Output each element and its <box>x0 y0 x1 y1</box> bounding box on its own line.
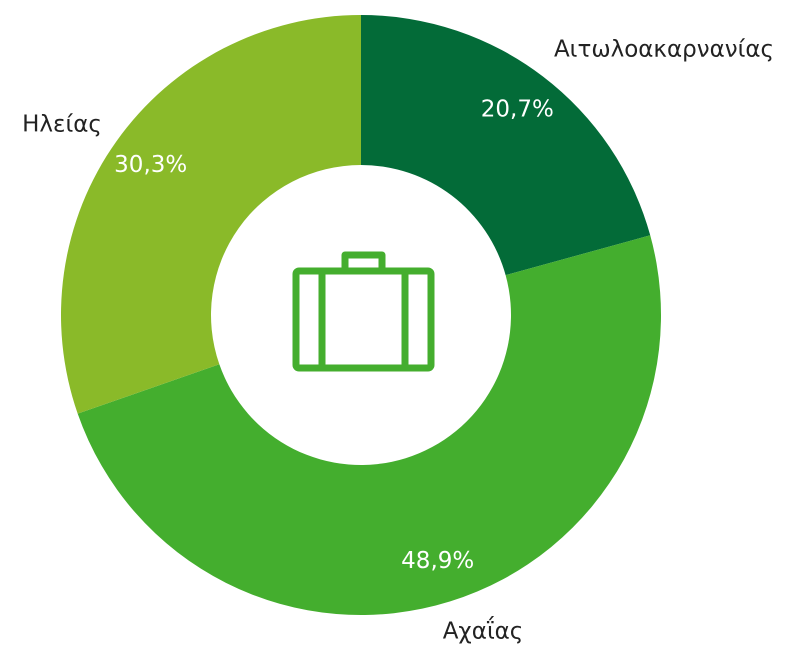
briefcase-icon <box>292 251 435 372</box>
slice <box>77 235 662 616</box>
value-label: 48,9% <box>401 548 474 574</box>
category-label: Αχαΐας <box>443 616 524 645</box>
value-label: 20,7% <box>481 96 554 122</box>
category-label: Ηλείας <box>22 112 102 138</box>
slice <box>60 15 362 414</box>
slice <box>361 15 651 276</box>
category-label: Αιτωλοακαρνανίας <box>554 37 774 63</box>
value-label: 30,3% <box>114 152 187 178</box>
